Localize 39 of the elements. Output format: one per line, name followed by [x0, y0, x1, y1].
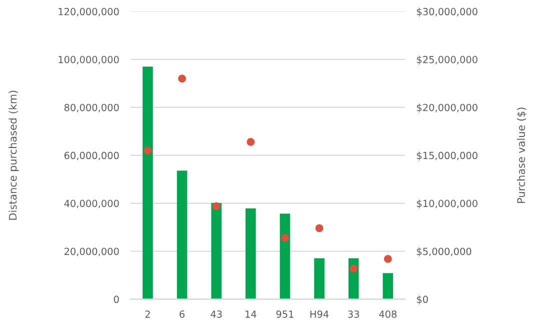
y-axis-title: Distance purchased (km) [8, 90, 19, 220]
x-tick-label: 33 [348, 310, 360, 318]
point [144, 146, 152, 154]
y2-tick-label: $0 [417, 296, 428, 304]
point [178, 74, 186, 83]
bar [280, 214, 290, 300]
bar [314, 258, 324, 300]
y2-tick-label: $15,000,000 [417, 152, 478, 160]
y-tick-label: 80,000,000 [64, 104, 119, 112]
x-tick-label: 43 [210, 310, 222, 318]
x-tick-label: 14 [246, 310, 256, 318]
point [315, 224, 324, 232]
y2-axis-title: Purchase value ($) [516, 108, 526, 203]
y2-tick-label: $30,000,000 [417, 8, 478, 17]
point [212, 202, 220, 210]
bar [382, 273, 394, 300]
y2-tick-label: $5,000,000 [417, 248, 472, 256]
y-tick-label: 60,000,000 [64, 152, 119, 160]
y2-tick-label: $25,000,000 [417, 56, 478, 65]
x-tick-label: 6 [180, 310, 185, 318]
y2-tick-label: $10,000,000 [417, 200, 478, 208]
x-tick-label: 408 [379, 310, 397, 318]
bar [176, 170, 188, 300]
point [246, 138, 255, 146]
bar [142, 66, 153, 300]
x-tick-label: 951 [276, 310, 294, 318]
point [281, 234, 289, 242]
y-tick-label: 40,000,000 [64, 200, 119, 208]
y-tick-label: 20,000,000 [64, 248, 119, 256]
y-tick-label: 120,000,000 [58, 8, 119, 16]
bar [246, 208, 256, 300]
point [350, 264, 358, 272]
x-tick-label: H94 [310, 310, 329, 318]
bar [211, 203, 222, 300]
y2-tick-label: $20,000,000 [417, 104, 478, 112]
point [384, 254, 392, 263]
y-tick-label: 0 [114, 296, 119, 304]
x-tick-label: 2 [145, 310, 150, 318]
y-tick-label: 100,000,000 [58, 56, 119, 64]
